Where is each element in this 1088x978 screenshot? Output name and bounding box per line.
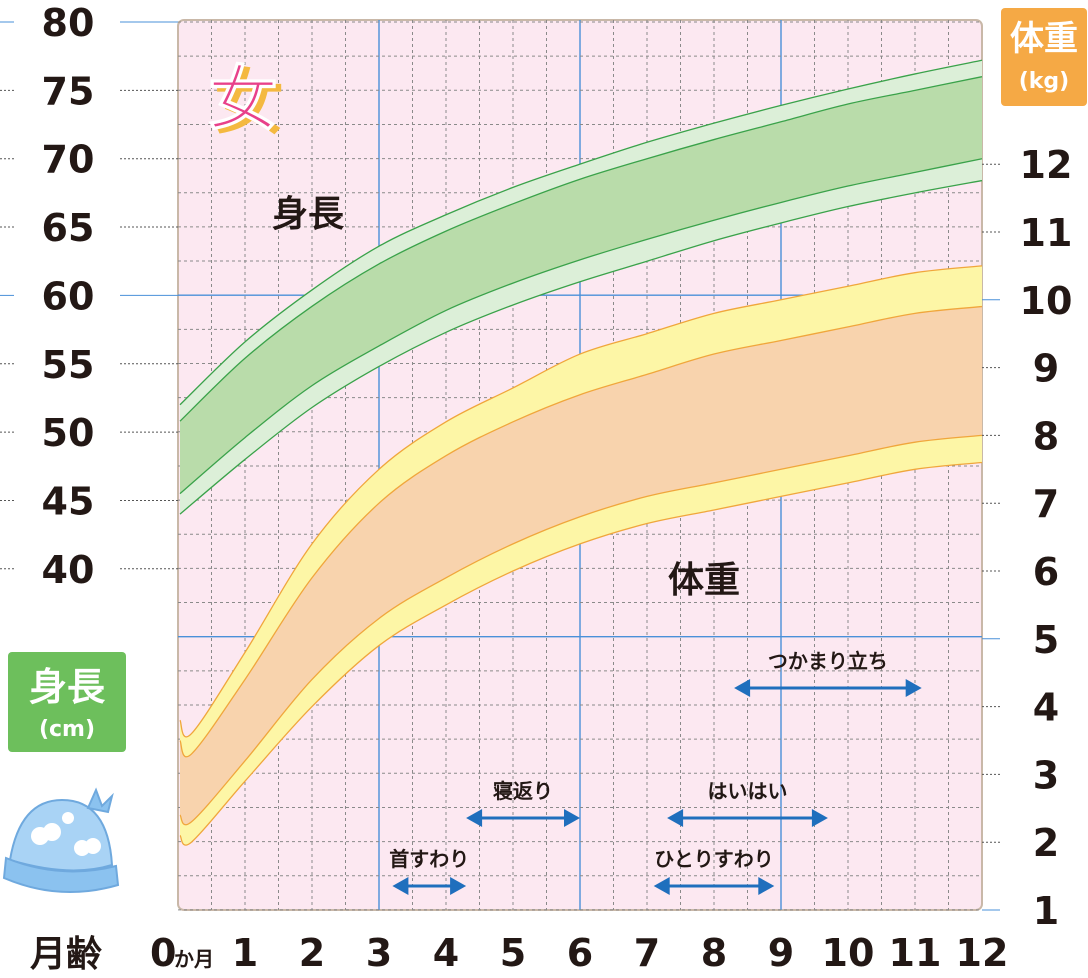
x-tick-label: 2 [299,931,325,974]
x-tick-label: 11 [889,931,942,974]
right-tick-label: 4 [1033,686,1059,730]
milestone: 寝返り [466,779,580,827]
right-tick-label: 8 [1033,414,1059,458]
milestone-arrow-head [905,679,922,697]
height-axis-title: 身長 [29,665,106,709]
milestone-arrow-head [392,877,409,895]
weight-p3-line [179,461,983,846]
x-tick-label: 6 [567,931,593,974]
height-axis-badge [8,652,126,752]
x-axis-title: 月齢 [30,934,102,974]
milestone-label: 首すわり [389,847,469,871]
left-tick-label: 55 [42,343,95,387]
weight-p97-line [179,265,983,738]
x-tick-label: 12 [956,931,1009,974]
baby-hat-icon [2,787,120,893]
left-tick-label: 60 [42,274,95,318]
x-tick-label: 7 [634,931,660,974]
milestone-arrow-head [450,877,467,895]
left-tick-label: 40 [42,548,95,592]
right-tick-label: 2 [1033,821,1059,865]
weight-p90-line [179,305,983,758]
x-tick-label: 5 [500,931,526,974]
right-tick-label: 1 [1033,889,1059,933]
x-tick-label: 9 [768,931,794,974]
x-tick-label: 1 [232,931,258,974]
left-axis-ticks: 40 45 50 55 60 65 70 75 80 [0,1,178,592]
right-tick-label: 11 [1020,211,1073,255]
left-tick-label: 65 [42,206,95,250]
milestone-arrow-head [758,877,775,895]
milestone-arrow-head [734,679,751,697]
band-layer [179,59,983,846]
milestone-label: ひとりすわり [654,847,773,871]
height-p10-line [179,158,983,495]
height-inner-band [180,76,982,494]
left-tick-label: 45 [42,479,95,523]
milestone: 首すわり [389,847,469,895]
weight-inner-band [180,306,982,825]
left-tick-label: 75 [42,69,95,113]
right-tick-label: 3 [1033,753,1059,797]
x-axis-ticks: 0か月 1 2 3 4 5 6 7 8 9 10 11 12 [150,931,1009,975]
height-axis-unit: (cm) [39,717,95,742]
height-series-label: 身長 [272,194,345,235]
x-tick-label: 8 [701,931,727,974]
weight-axis-unit: (kg) [1019,69,1070,94]
left-tick-label: 50 [42,411,95,455]
milestone-label: 寝返り [493,779,553,803]
milestone-arrow-head [653,877,670,895]
right-tick-label: 9 [1033,347,1059,391]
milestone: つかまり立ち [734,649,922,697]
weight-axis-badge [1001,8,1087,106]
height-p90-line [179,76,983,422]
milestone-arrow-head [667,809,684,827]
milestone: ひとりすわり [653,847,775,895]
height-p97-line [179,59,983,406]
x-tick-label: 3 [366,931,392,974]
x-tick-label: 10 [822,931,875,974]
gender-mark-shadow: 女 [214,62,284,144]
x-tick-unit: か月 [174,947,214,971]
milestone-arrow-head [564,809,580,827]
weight-p10-line [179,434,983,826]
right-tick-label: 6 [1033,550,1059,594]
weight-axis-title: 体重 [1010,19,1078,59]
x-tick-label: 0 [150,931,176,974]
height-p3-line [179,179,983,515]
right-tick-label: 12 [1020,143,1073,187]
left-tick-label: 80 [42,1,95,45]
milestone-label: はいはい [708,779,788,803]
gender-mark: 女 [208,58,278,140]
right-tick-label: 10 [1020,279,1073,323]
right-tick-label: 5 [1033,618,1059,662]
left-tick-label: 70 [42,138,95,182]
weight-series-label: 体重 [668,560,740,601]
milestone-arrow-head [811,809,828,827]
milestone-label: つかまり立ち [768,649,888,673]
x-tick-label: 4 [433,931,459,974]
right-tick-label: 7 [1033,482,1059,526]
milestone-arrow-head [466,809,483,827]
milestone: はいはい [667,779,828,827]
